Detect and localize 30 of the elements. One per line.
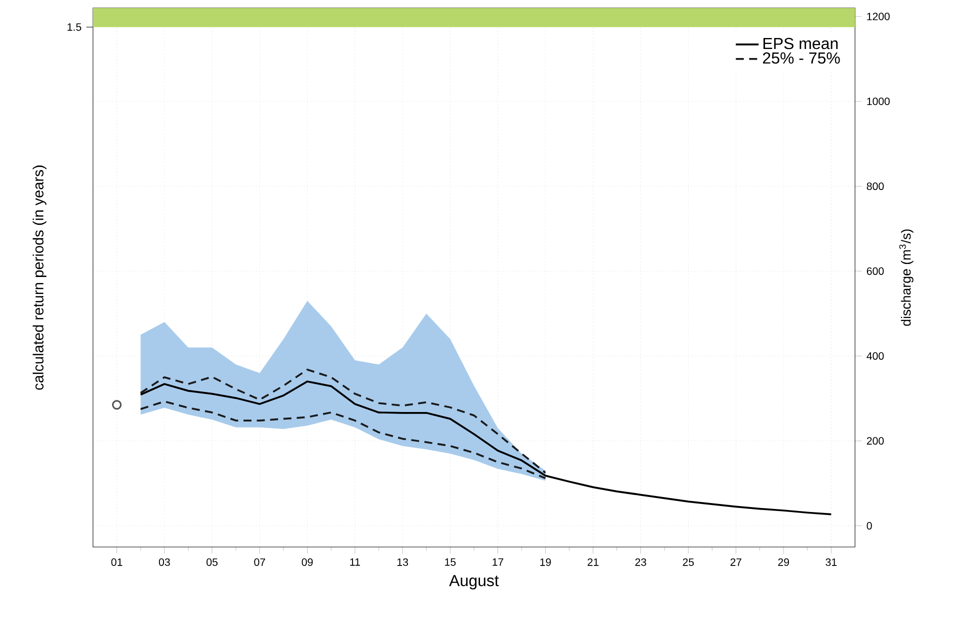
x-tick-label: 19 [540,558,551,566]
y2-tick-label: 600 [866,267,884,275]
band-label: 1.5 [68,23,82,31]
x-tick-label: 11 [350,558,360,566]
x-tick-label: 05 [206,558,218,566]
y2-axis-title: discharge (m$^{3}$/s) [899,229,914,326]
legend-label: EPS mean [764,38,838,50]
y2-tick-label: 1200 [867,12,890,20]
y2-tick-label: 200 [866,437,884,445]
x-tick-label: 21 [588,558,598,566]
x-tick-label: 01 [111,558,122,566]
x-tick-label: 17 [492,558,504,566]
x-axis-title: August [449,575,499,590]
y-axis-title: calculated return periods (in years) [32,166,46,390]
x-tick-label: 27 [730,558,742,566]
x-tick-label: 09 [302,558,313,566]
line-series [140,368,546,474]
x-tick-label: 23 [635,558,646,566]
y2-tick-label: 0 [866,522,872,530]
x-tick-label: 15 [445,558,456,566]
x-tick-label: 25 [682,558,694,566]
x-tick-label: 03 [158,558,170,566]
x-tick-label: 29 [778,558,789,566]
y2-tick-label: 1000 [867,98,890,106]
y2-tick-label: 800 [866,182,884,190]
y2-tick-label: 400 [866,352,884,360]
x-tick-label: 07 [254,558,266,566]
legend-label: 25% - 75% [762,52,840,64]
x-tick-label: 13 [397,558,408,566]
x-tick-label: 31 [826,558,837,566]
